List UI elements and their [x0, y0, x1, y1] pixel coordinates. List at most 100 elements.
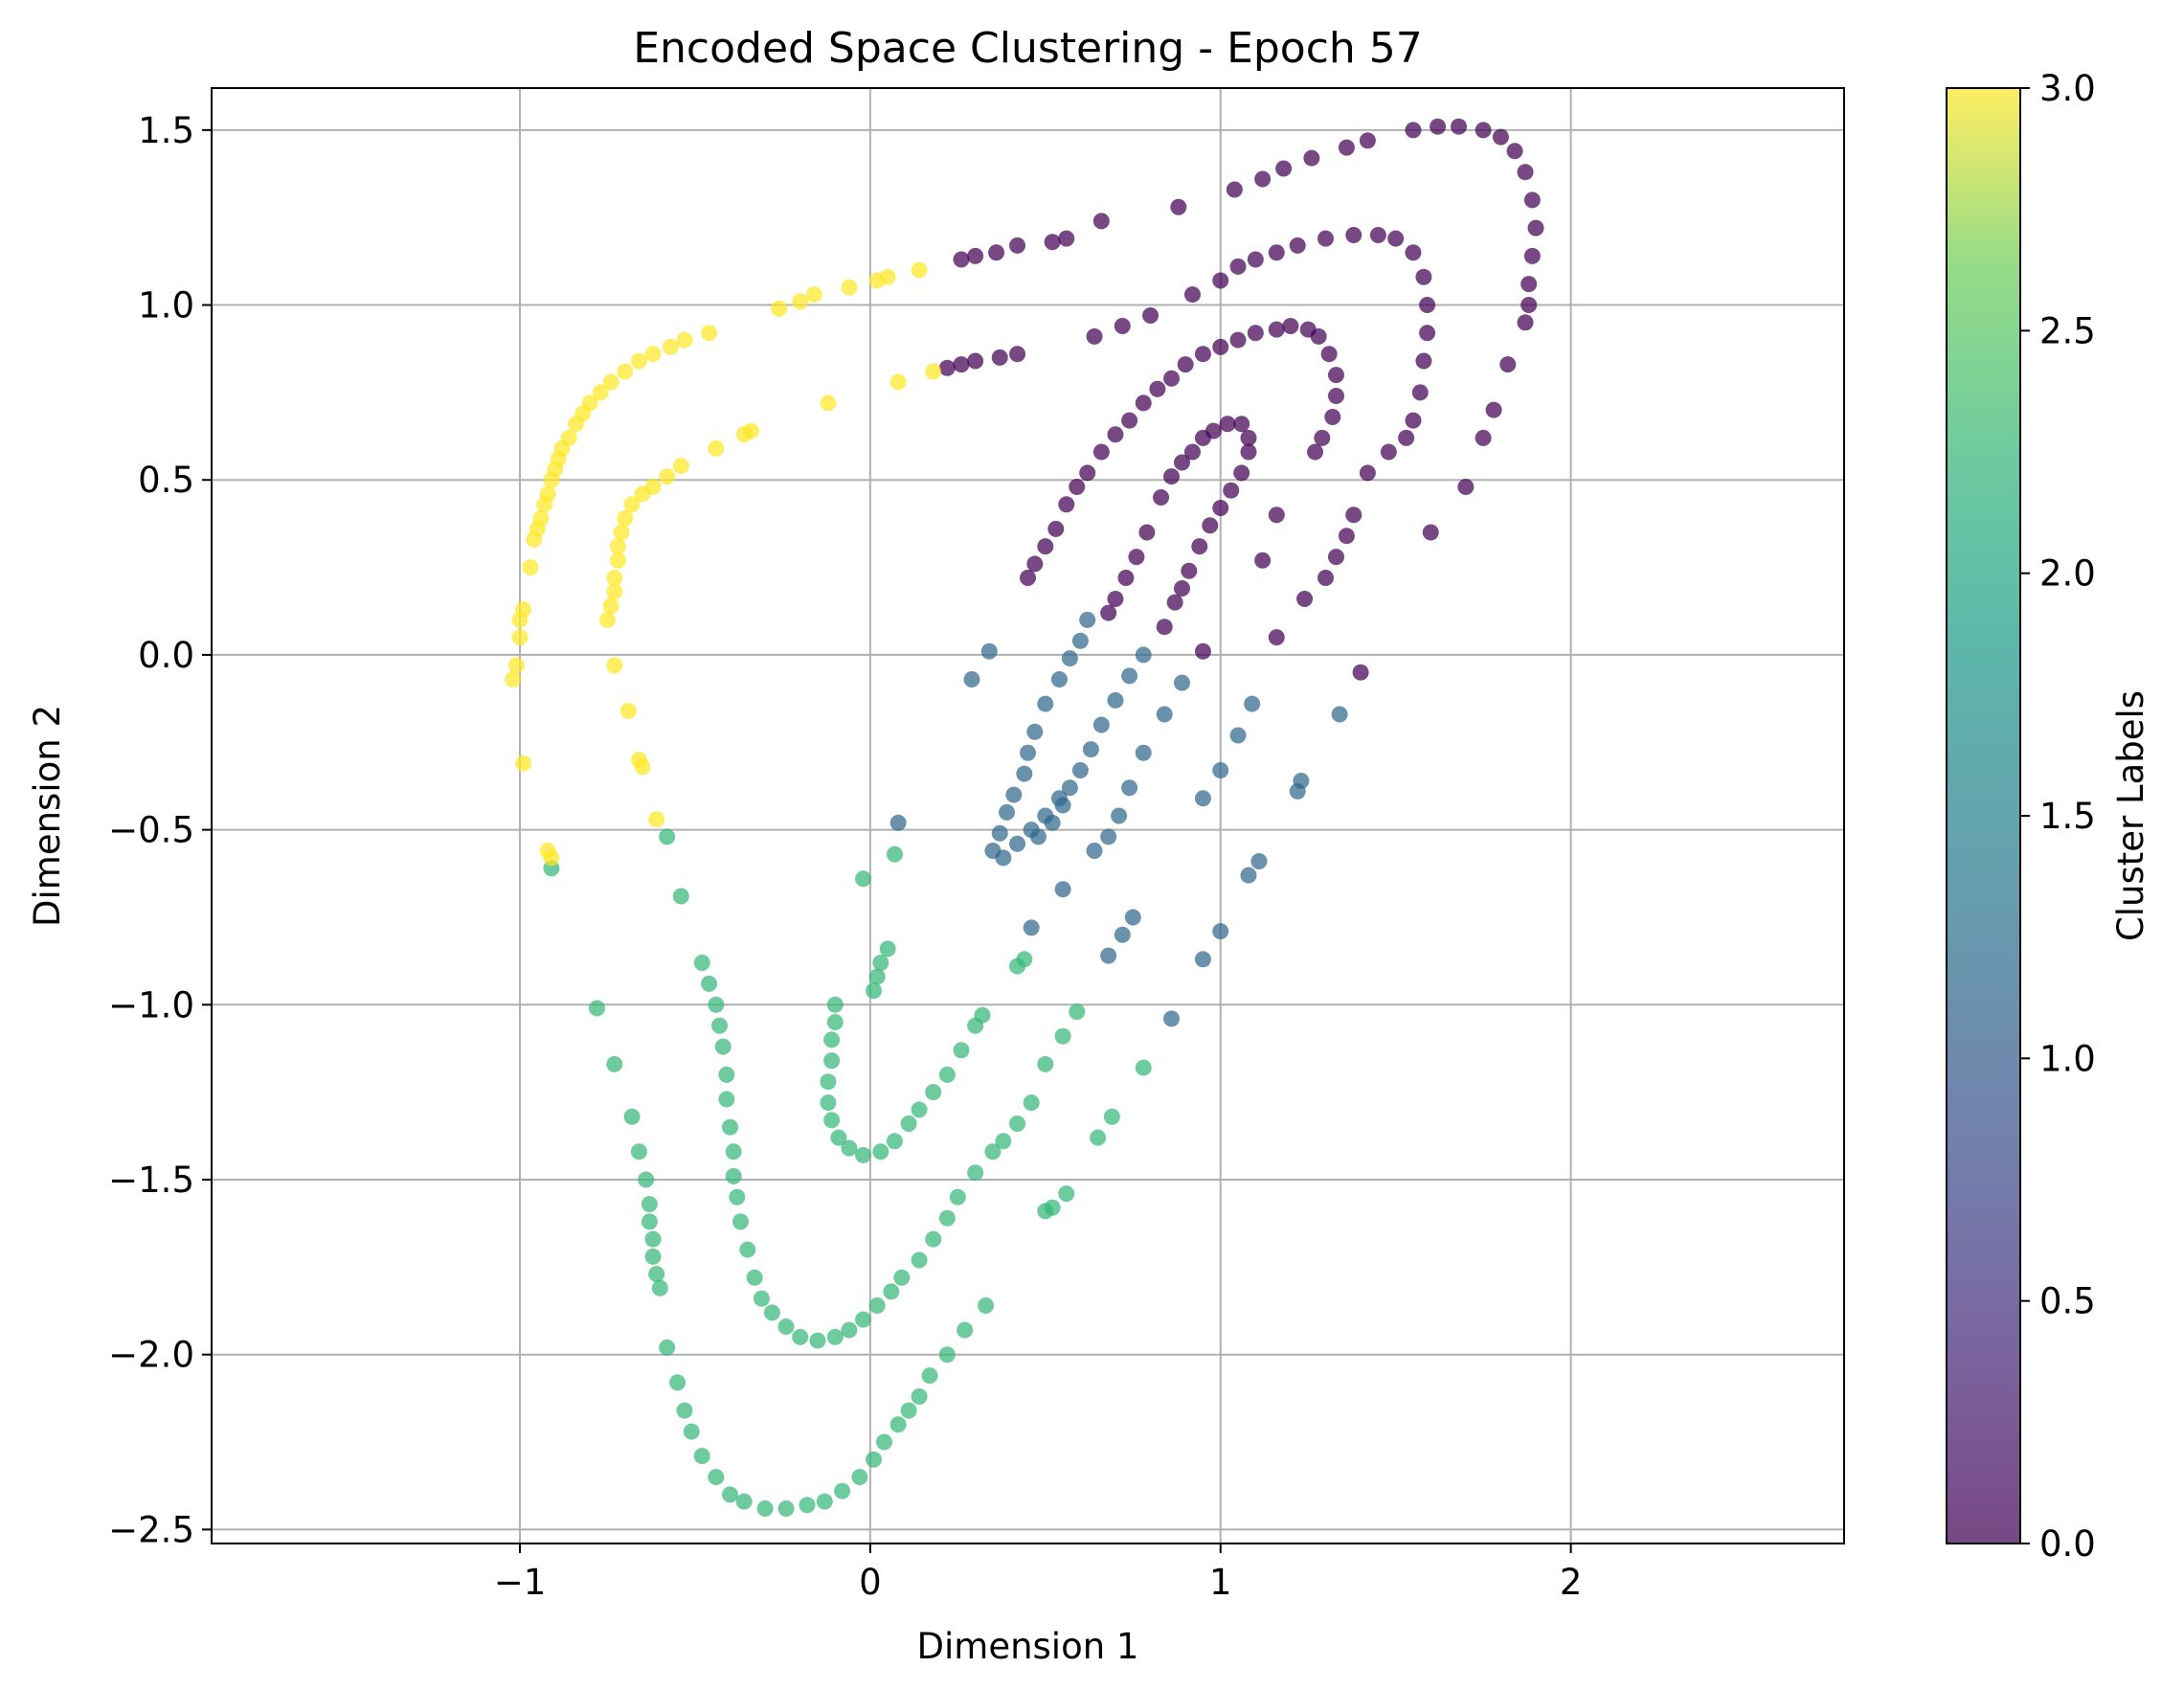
cluster-3-point: [609, 552, 626, 569]
cluster-0-point: [1128, 549, 1145, 566]
cluster-3-point: [505, 671, 522, 687]
cluster-0-point: [1303, 149, 1320, 167]
cluster-2-point: [1090, 1129, 1107, 1146]
cluster-1-point: [1163, 1010, 1181, 1027]
cluster-2-point: [722, 1486, 739, 1503]
cluster-0-point: [1310, 327, 1327, 345]
cluster-1-point: [1111, 807, 1128, 824]
colorbar-tick-label: 0.0: [2039, 1523, 2096, 1565]
cluster-1-point: [1173, 674, 1190, 691]
cluster-0-point: [1047, 520, 1065, 537]
cluster-3-point: [623, 496, 641, 513]
cluster-3-point: [543, 849, 560, 867]
cluster-3-point: [532, 509, 550, 527]
cluster-0-point: [1296, 590, 1314, 607]
cluster-2-point: [900, 1115, 917, 1133]
cluster-1-point: [1135, 744, 1152, 761]
grid-lines: [212, 88, 1844, 1544]
cluster-2-point: [826, 996, 844, 1013]
cluster-0-point: [1457, 479, 1475, 496]
cluster-1-point: [1250, 853, 1268, 869]
cluster-1-point: [1124, 909, 1141, 926]
cluster-0-point: [1275, 160, 1293, 177]
cluster-2-point: [676, 1402, 693, 1419]
cluster-0-point: [1240, 429, 1257, 446]
cluster-2-point: [722, 1118, 739, 1136]
cluster-2-point: [708, 996, 725, 1013]
cluster-1-point: [980, 642, 998, 660]
cluster-2-point: [925, 1084, 942, 1101]
cluster-3-point: [560, 429, 577, 446]
cluster-2-point: [651, 1279, 668, 1296]
cluster-0-point: [1475, 429, 1492, 446]
cluster-2-point: [855, 1146, 872, 1163]
cluster-1-point: [991, 824, 1008, 842]
cluster-0-point: [1107, 590, 1124, 607]
cluster-2-point: [820, 1094, 837, 1112]
cluster-0-point: [1163, 468, 1181, 485]
cluster-3-point: [630, 352, 647, 370]
cluster-2-point: [957, 1321, 974, 1339]
cluster-2-point: [826, 1014, 844, 1031]
cluster-1-point: [1009, 835, 1026, 852]
cluster-1-point: [1240, 867, 1257, 884]
cluster-2-point: [711, 1017, 729, 1034]
cluster-3-point: [539, 485, 556, 503]
cluster-0-point: [1405, 122, 1422, 139]
cluster-0-point: [1345, 226, 1362, 243]
cluster-3-point: [515, 755, 532, 772]
cluster-3-point: [507, 657, 525, 674]
cluster-0-point: [1345, 507, 1362, 524]
cluster-0-point: [1338, 528, 1355, 545]
cluster-2-point: [823, 1031, 841, 1048]
cluster-0-point: [1044, 234, 1061, 251]
cluster-2-point: [735, 1493, 753, 1510]
cluster-3-point: [602, 597, 619, 615]
cluster-0-point: [1020, 570, 1036, 587]
cluster-0-point: [1411, 384, 1429, 401]
cluster-0-point: [1163, 370, 1181, 387]
cluster-2-point: [1069, 1003, 1086, 1021]
cluster-0-point: [938, 359, 956, 376]
y-tick-label: −0.5: [108, 810, 194, 851]
cluster-2-point: [851, 1469, 868, 1486]
cluster-2-point: [809, 1332, 826, 1349]
cluster-2-point: [820, 1073, 837, 1091]
cluster-2-point: [911, 1388, 928, 1406]
cluster-0-point: [1194, 642, 1211, 660]
cluster-2-point: [875, 1433, 892, 1451]
cluster-0-point: [1114, 317, 1131, 334]
cluster-0-point: [1307, 443, 1324, 461]
cluster-0-point: [1327, 388, 1344, 405]
colorbar-ticks: 0.0 0.5 1.0 1.5 2.0 2.5 3.0: [2020, 68, 2096, 1565]
cluster-2-point: [841, 1139, 858, 1157]
cluster-1-point: [1016, 765, 1033, 782]
cluster-2-point: [855, 1311, 872, 1328]
cluster-0-point: [1254, 170, 1272, 188]
cluster-1-point: [1023, 919, 1040, 936]
cluster-0-point: [1117, 570, 1135, 587]
cluster-3-point: [708, 439, 725, 457]
cluster-1-point: [1054, 797, 1071, 814]
cluster-2-point: [1009, 1115, 1026, 1133]
cluster-2-point: [872, 954, 889, 971]
cluster-0-point: [1338, 139, 1355, 156]
cluster-2-point: [893, 1269, 911, 1286]
cluster-2-point: [630, 1143, 647, 1160]
cluster-3-point: [659, 468, 676, 485]
cluster-2-point: [823, 1052, 841, 1070]
cluster-0-point: [1506, 143, 1523, 160]
cluster-0-point: [1520, 276, 1538, 293]
cluster-0-point: [1229, 331, 1247, 349]
cluster-3-point: [609, 538, 626, 555]
cluster-1-point: [1079, 611, 1096, 628]
cluster-2-point: [606, 1055, 623, 1072]
cluster-0-point: [1289, 237, 1306, 254]
cluster-2-point: [953, 1042, 970, 1059]
cluster-0-point: [1520, 297, 1538, 314]
cluster-0-point: [953, 251, 970, 268]
cluster-2-point: [644, 1248, 662, 1265]
cluster-2-point: [648, 1266, 665, 1283]
cluster-0-point: [1086, 327, 1103, 345]
cluster-0-point: [1359, 132, 1376, 149]
